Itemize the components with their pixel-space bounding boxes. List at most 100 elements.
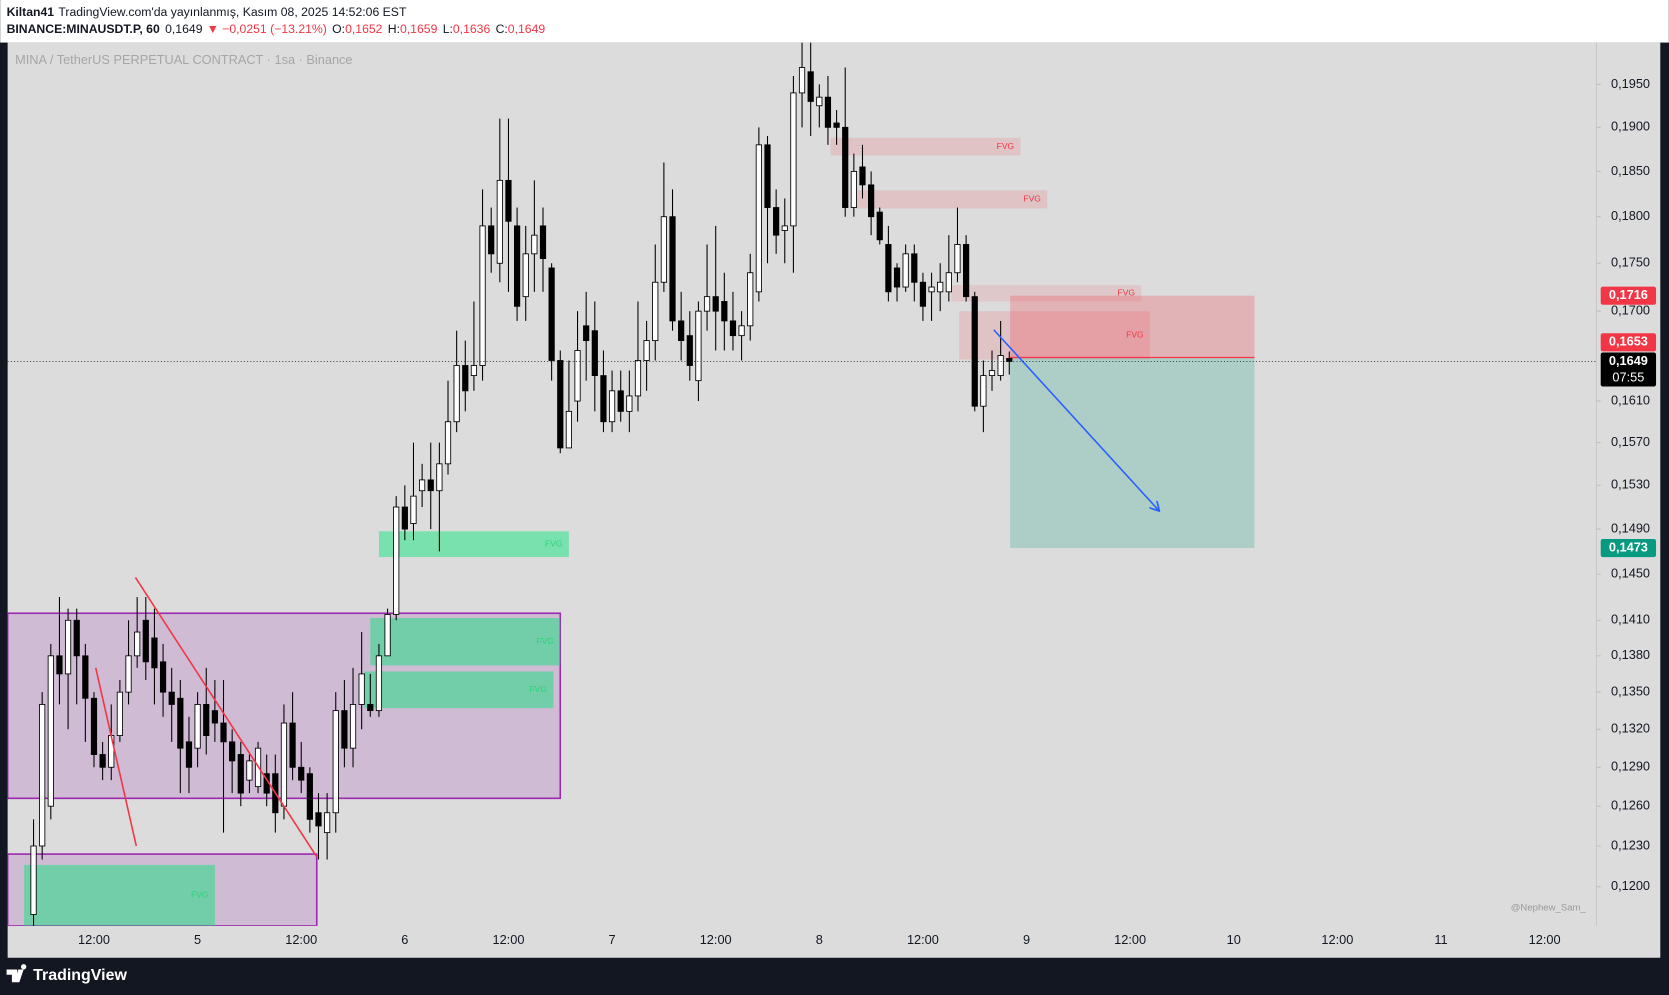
- y-tick-label: 0,1570: [1611, 434, 1650, 449]
- y-tick-label: 0,1320: [1611, 721, 1650, 736]
- candle-body: [876, 211, 883, 241]
- x-tick-label: 8: [816, 932, 823, 947]
- zone: [830, 137, 1021, 156]
- candle-body: [229, 741, 236, 762]
- candle-body: [591, 330, 598, 377]
- candle-body: [367, 704, 374, 712]
- candle-body: [30, 845, 37, 916]
- y-tick-label: 0,1610: [1611, 392, 1650, 407]
- x-tick-label: 9: [1023, 932, 1030, 947]
- candle-body: [358, 673, 365, 705]
- candle-body: [626, 395, 633, 412]
- candle-body: [798, 67, 806, 94]
- x-tick-label: 12:00: [1114, 932, 1146, 947]
- ohlc-key: H:: [388, 22, 400, 36]
- candle-body: [194, 704, 201, 749]
- x-tick-label: 5: [194, 932, 201, 947]
- candle-body: [988, 370, 996, 377]
- candle-body: [324, 812, 331, 834]
- price-label-box: [1600, 352, 1657, 387]
- candle-body: [885, 244, 892, 293]
- published: TradingView.com'da yayınlanmış, Kasım 08…: [58, 5, 407, 19]
- candle-body: [108, 735, 115, 768]
- candle-body: [816, 96, 823, 107]
- candle-body: [660, 216, 667, 283]
- y-tick-label: 0,1530: [1611, 477, 1650, 492]
- candle-body: [125, 655, 132, 693]
- x-tick-label: 10: [1227, 932, 1241, 947]
- logo-icon: [6, 964, 27, 983]
- candle-body: [401, 506, 408, 530]
- y-tick-label: 0,1490: [1611, 520, 1650, 535]
- stop-zone: [1010, 295, 1255, 358]
- candle-body: [755, 144, 762, 293]
- candle-body: [151, 637, 158, 669]
- zone-label: FVG: [545, 538, 562, 548]
- candle-body: [643, 340, 650, 361]
- candle-body: [721, 301, 728, 322]
- candle-body: [1006, 358, 1013, 362]
- candle-body: [488, 225, 495, 255]
- y-tick-label: 0,1200: [1611, 878, 1650, 893]
- candle-body: [686, 335, 693, 366]
- candle-body: [341, 710, 348, 749]
- candle-body: [419, 479, 426, 492]
- candle-body: [954, 244, 961, 274]
- last-price: 0,1649: [165, 22, 203, 36]
- candle-body: [868, 184, 875, 218]
- price-label-box: [1600, 333, 1657, 352]
- y-tick-label: 0,1850: [1611, 163, 1650, 178]
- candle-body: [462, 365, 469, 392]
- zone: [855, 190, 1048, 209]
- y-tick-label: 0,1290: [1611, 759, 1650, 774]
- candle-body: [177, 697, 184, 749]
- credit: @Nephew_Sam_: [1511, 902, 1587, 913]
- candle-body: [211, 710, 218, 724]
- candle-body: [436, 463, 443, 492]
- candle-body: [134, 631, 141, 657]
- plot: FVG FVG FVG FVG FVG FVG FVG FVG: [7, 42, 1597, 926]
- candle-body: [505, 179, 512, 222]
- zone: [959, 311, 1151, 360]
- candle-body: [997, 355, 1004, 377]
- target-zone: [1010, 357, 1255, 549]
- candle-body: [600, 375, 607, 423]
- candle-body: [522, 253, 529, 298]
- candle-body: [393, 506, 400, 615]
- zone: [378, 531, 569, 558]
- trend-line: [134, 577, 318, 858]
- brand: TradingView: [33, 967, 127, 984]
- candle-body: [410, 495, 417, 524]
- candle-body: [513, 225, 521, 307]
- candle-body: [911, 253, 918, 283]
- candle-body: [678, 320, 685, 342]
- candle-body: [531, 234, 538, 255]
- author: Kiltan41: [7, 5, 55, 19]
- candle-body: [583, 325, 590, 342]
- ohlc-key: C:: [496, 22, 508, 36]
- candle-body: [574, 350, 581, 402]
- candle-body: [928, 286, 935, 293]
- candle-body: [565, 410, 573, 449]
- change: ▼ −0,0251 (−13.21%): [207, 22, 327, 36]
- zone-label: FVG: [1126, 330, 1143, 340]
- candle-body: [919, 281, 927, 307]
- zone: [951, 285, 1142, 302]
- header-line-2: BINANCE:MINAUSDT.P, 60 0,1649 ▼ −0,0251 (−…: [7, 22, 546, 36]
- candle-body: [306, 773, 313, 820]
- ohlc-value: 0,1649: [508, 22, 546, 36]
- ohlc-value: 0,1659: [400, 22, 438, 36]
- candle-body: [764, 144, 771, 208]
- zone-label: FVG: [536, 636, 553, 646]
- ohlc: O:0,1652 H:0,1659 L:0,1636 C:0,1649: [332, 22, 545, 36]
- candle-body: [479, 225, 486, 366]
- x-tick-label: 12:00: [285, 932, 317, 947]
- x-tick-label: 12:00: [907, 932, 939, 947]
- countdown: 07:55: [1612, 369, 1644, 384]
- zone-label: FVG: [1118, 288, 1135, 298]
- ohlc-key: O:: [332, 22, 345, 36]
- candle-body: [539, 225, 547, 259]
- zone: [364, 671, 554, 709]
- axes: 0,1950 0,1900 0,1850 0,1800 0,1750 0,1700 0,16…: [78, 76, 1657, 947]
- price-label: 0,1473: [1609, 539, 1648, 554]
